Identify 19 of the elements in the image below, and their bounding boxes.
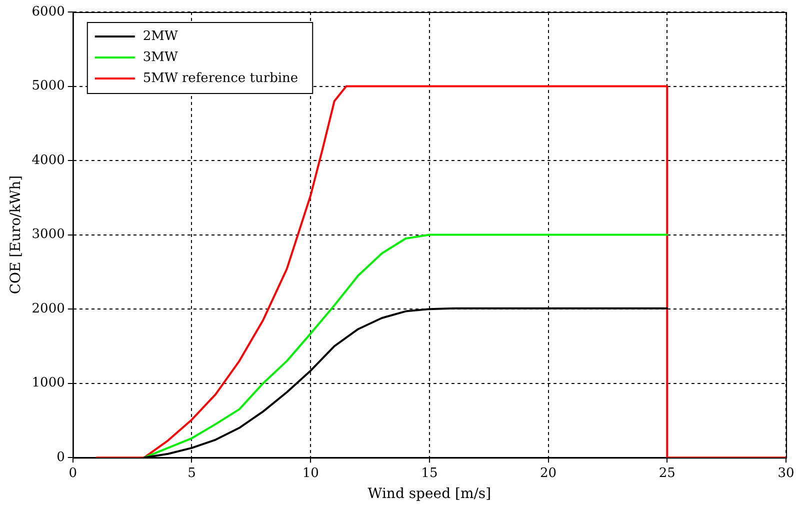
legend-label: 5MW reference turbine: [142, 70, 298, 86]
y-tick-label: 3000: [32, 227, 65, 242]
legend-label: 3MW: [142, 50, 178, 65]
y-tick-label: 4000: [32, 152, 65, 168]
y-tick-label: 5000: [32, 78, 65, 94]
y-tick-label: 6000: [32, 4, 65, 20]
y-tick-label: 0: [56, 450, 65, 465]
x-tick-label: 25: [658, 466, 676, 481]
x-tick-label: 10: [302, 466, 319, 481]
y-tick-label: 1000: [32, 376, 65, 391]
y-tick-label: 2000: [32, 301, 65, 316]
x-tick-label: 20: [540, 466, 557, 481]
x-tick-label: 30: [778, 466, 794, 481]
x-tick-label: 0: [68, 466, 78, 481]
x-tick-label: 15: [421, 466, 438, 481]
x-axis-title: Wind speed [m/s]: [368, 486, 492, 502]
y-axis-title: COE [Euro/kWh]: [8, 175, 24, 294]
x-tick-label: 5: [188, 466, 196, 481]
legend-label: 2MW: [142, 28, 178, 44]
